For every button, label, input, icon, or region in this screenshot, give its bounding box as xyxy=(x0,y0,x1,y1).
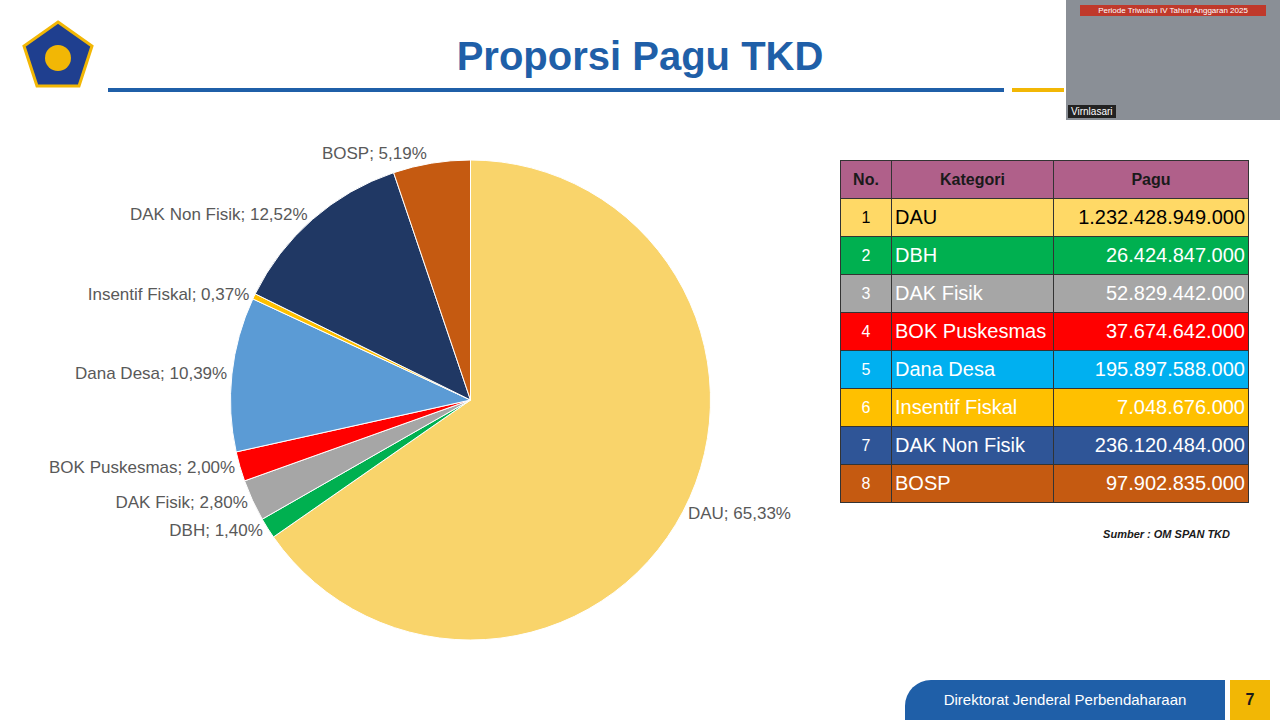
html-text:97.902.835.000: 97.902.835.000 xyxy=(1106,472,1245,494)
svg-text:DAU; 65,33%: DAU; 65,33% xyxy=(688,504,791,523)
html-text:DAK Fisik: DAK Fisik xyxy=(895,282,983,304)
html-text:52.829.442.000: 52.829.442.000 xyxy=(1106,282,1245,304)
html-text:195.897.588.000: 195.897.588.000 xyxy=(1094,358,1245,380)
html-text:Insentif Fiskal: Insentif Fiskal xyxy=(895,396,1018,418)
html-text:DBH: DBH xyxy=(895,244,938,266)
html-text:Virnlasari: Virnlasari xyxy=(1071,106,1113,117)
html-text:DAK Non Fisik: DAK Non Fisik xyxy=(895,434,1025,456)
html-text:No.: No. xyxy=(853,170,879,188)
svg-text:BOK Puskesmas; 2,00%: BOK Puskesmas; 2,00% xyxy=(49,458,235,477)
html-text:1.232.428.949.000: 1.232.428.949.000 xyxy=(1078,206,1245,228)
html-text:6: 6 xyxy=(861,398,871,416)
html-text:8: 8 xyxy=(861,474,871,492)
svg-text:Dana Desa; 10,39%: Dana Desa; 10,39% xyxy=(75,364,227,383)
html-text:Direktorat Jenderal Perbendaha: Direktorat Jenderal Perbendaharaan xyxy=(943,691,1187,708)
html-text:Sumber : OM SPAN TKD: Sumber : OM SPAN TKD xyxy=(1103,528,1230,540)
html-text:3: 3 xyxy=(861,284,871,302)
html-text:1: 1 xyxy=(861,208,871,226)
html-text:Pagu: Pagu xyxy=(1131,170,1171,188)
svg-text:DAK Fisik; 2,80%: DAK Fisik; 2,80% xyxy=(115,493,247,512)
svg-text:Insentif Fiskal; 0,37%: Insentif Fiskal; 0,37% xyxy=(88,285,250,304)
html-text:2: 2 xyxy=(861,246,871,264)
html-text:Proporsi Pagu TKD: Proporsi Pagu TKD xyxy=(456,34,824,78)
html-text:Periode Triwulan IV Tahun Angg: Periode Triwulan IV Tahun Anggaran 2025 xyxy=(1098,6,1248,15)
html-text:BOSP: BOSP xyxy=(895,472,951,494)
html-text:4: 4 xyxy=(861,322,871,340)
html-text:BOK Puskesmas: BOK Puskesmas xyxy=(895,320,1047,342)
html-text:7: 7 xyxy=(1245,691,1255,708)
html-text:DAU: DAU xyxy=(895,206,938,228)
html-text:37.674.642.000: 37.674.642.000 xyxy=(1106,320,1245,342)
svg-text:DBH; 1,40%: DBH; 1,40% xyxy=(169,521,263,540)
svg-text:BOSP; 5,19%: BOSP; 5,19% xyxy=(322,144,427,163)
html-text:236.120.484.000: 236.120.484.000 xyxy=(1094,434,1245,456)
html-text:Kategori: Kategori xyxy=(940,170,1005,188)
html-text:7.048.676.000: 7.048.676.000 xyxy=(1117,396,1245,418)
html-text:5: 5 xyxy=(861,360,871,378)
html-text:7: 7 xyxy=(861,436,871,454)
html-text:26.424.847.000: 26.424.847.000 xyxy=(1106,244,1245,266)
html-text:Dana Desa: Dana Desa xyxy=(895,358,996,380)
svg-text:DAK Non Fisik; 12,52%: DAK Non Fisik; 12,52% xyxy=(130,205,308,224)
